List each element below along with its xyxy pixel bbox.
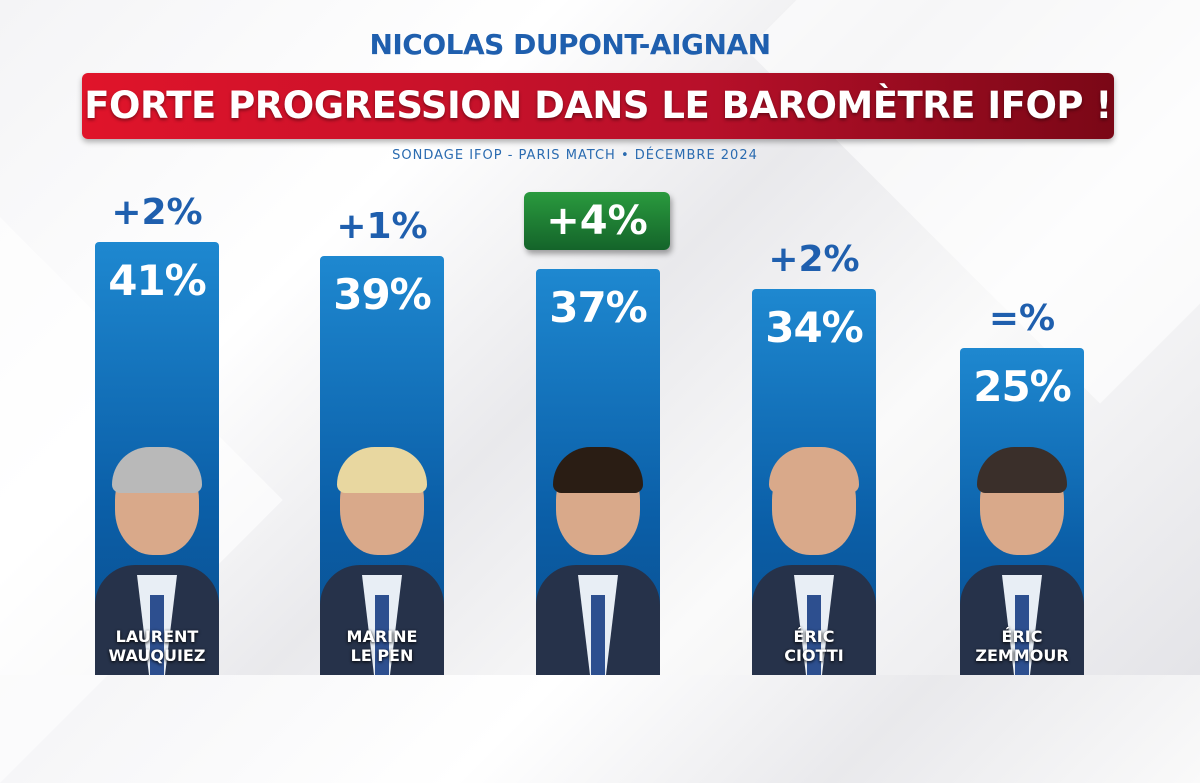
candidate-name: LAURENT WAUQUIEZ [108,627,206,665]
change-label: +2% [768,238,860,280]
change-label: +1% [336,205,428,247]
candidate-photo [536,435,660,675]
candidate-name: MARINE LE PEN [346,627,418,665]
bar: 39% MARINE LE PEN [320,255,444,675]
change-label: +2% [111,192,203,234]
candidate-name: ÉRIC CIOTTI [784,627,844,665]
bar: 25% ÉRIC ZEMMOUR [960,348,1084,675]
change-label: +4% [524,191,670,250]
value-label: 41% [108,256,207,306]
candidate-photo [320,435,444,675]
bar: 41% LAURENT WAUQUIEZ [95,242,219,675]
candidate-photo [752,435,876,675]
candidate-photo [960,435,1084,675]
change-label: =% [988,298,1056,340]
headline-banner: FORTE PROGRESSION DANS LE BAROMÈTRE IFOP… [82,73,1114,139]
value-label: 25% [973,362,1072,412]
top-title: NICOLAS DUPONT-AIGNAN [369,28,771,61]
value-label: 37% [549,282,648,332]
bar: 34% ÉRIC CIOTTI [752,288,876,675]
candidate-name: ÉRIC ZEMMOUR [975,627,1069,665]
bar: 37% [536,268,660,675]
candidate-photo [95,435,219,675]
value-label: 39% [333,269,432,319]
subtitle: SONDAGE IFOP - PARIS MATCH • DÉCEMBRE 20… [392,148,758,163]
value-label: 34% [765,302,864,352]
candidate-name [536,646,660,665]
